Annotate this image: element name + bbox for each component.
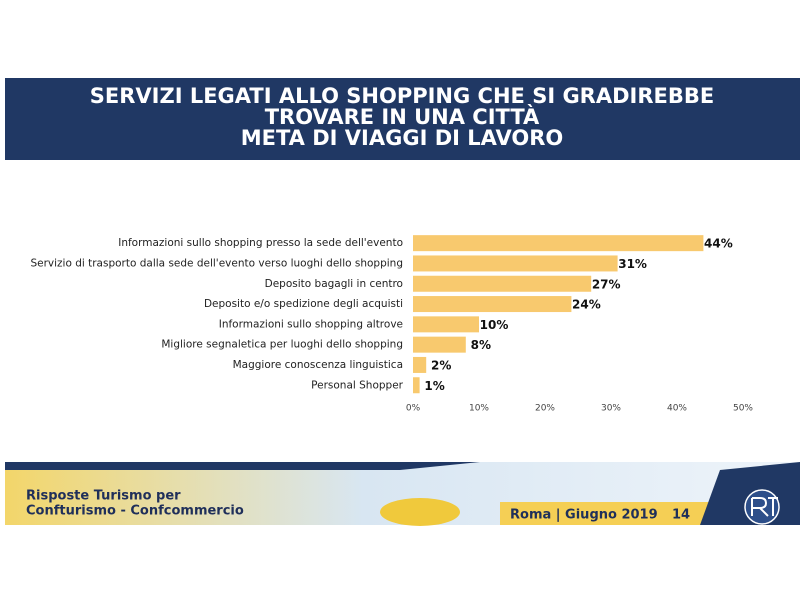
category-label: Migliore segnaletica per luoghi dello sh… [161,339,403,351]
bar [413,296,572,313]
x-tick-label: 50% [733,404,753,414]
footer-stripe [5,462,480,470]
bar [413,377,420,394]
footer-yellow [500,502,720,525]
bar [413,255,618,272]
bar [413,356,427,373]
bags-illustration [380,498,460,526]
category-label: Informazioni sullo shopping presso la se… [118,237,403,249]
category-label: Deposito bagagli in centro [265,278,403,290]
x-tick-label: 30% [601,404,621,414]
footer-date: Roma | Giugno 2019 [510,508,658,523]
x-tick-label: 0% [406,404,421,414]
value-label: 27% [592,277,621,291]
bar [413,336,466,353]
footer-source: Risposte Turismo per [26,489,181,504]
category-label: Maggiore conoscenza linguistica [233,359,403,371]
title-line: TROVARE IN UNA CITTÀ [265,104,540,129]
value-label: 31% [618,257,647,271]
bar [413,316,479,333]
x-tick-label: 40% [667,404,687,414]
value-label: 24% [572,298,601,312]
x-tick-label: 20% [535,404,555,414]
title-line: SERVIZI LEGATI ALLO SHOPPING CHE SI GRAD… [90,84,714,108]
bar [413,235,704,252]
footer-page: 14 [672,508,690,523]
category-label: Personal Shopper [311,379,404,391]
category-label: Informazioni sullo shopping altrove [219,318,403,330]
footer-source: Confturismo - Confcommercio [26,504,244,519]
x-tick-label: 10% [469,404,489,414]
bar-chart: 0% 10% 20% 30% 40% 50% Informazioni sullo shop… [30,235,753,414]
logo-mark [751,497,778,517]
category-label: Deposito e/o spedizione degli acquisti [204,298,403,310]
category-label: Servizio di trasporto dalla sede dell'ev… [30,257,403,269]
value-label: 10% [480,318,509,332]
title-line: META DI VIAGGI DI LAVORO [241,126,564,150]
bar [413,275,592,292]
value-label: 44% [704,237,733,251]
value-label: 2% [431,358,451,372]
value-label: 1% [424,379,444,393]
header-band [5,78,800,160]
value-label: 8% [471,338,491,352]
